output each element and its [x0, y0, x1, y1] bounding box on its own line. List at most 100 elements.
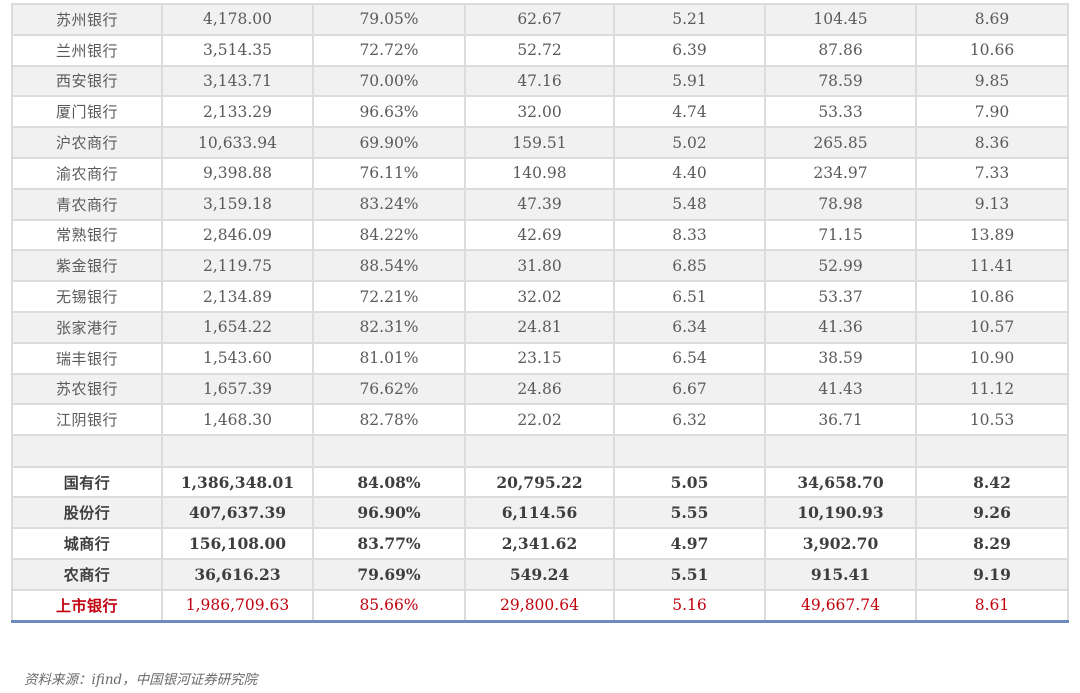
data-cell: 78.98 [764, 187, 917, 221]
data-cell: 6.39 [613, 33, 766, 67]
data-cell: 9.13 [915, 187, 1069, 221]
bank-name-cell: 常熟银行 [11, 218, 163, 252]
data-cell: 9,398.88 [161, 156, 314, 190]
table-row: 苏农银行 1,657.39 76.62% 24.86 6.67 41.43 11… [11, 372, 1069, 406]
data-cell: 13.89 [915, 218, 1069, 252]
data-cell: 5.16 [613, 588, 766, 623]
data-cell: 104.45 [764, 3, 917, 36]
total-row: 上市银行 1,986,709.63 85.66% 29,800.64 5.16 … [11, 588, 1069, 623]
data-cell: 407,637.39 [161, 496, 314, 530]
data-cell: 156,108.00 [161, 527, 314, 561]
data-cell: 36.71 [764, 403, 917, 437]
bank-name-cell: 青农商行 [11, 187, 163, 221]
data-cell: 84.22% [312, 218, 466, 252]
empty-cell [11, 434, 163, 468]
data-cell: 8.42 [915, 465, 1069, 499]
empty-cell [915, 434, 1069, 468]
data-cell: 24.86 [464, 372, 615, 406]
data-cell: 6.32 [613, 403, 766, 437]
data-cell: 2,846.09 [161, 218, 314, 252]
bank-name-cell: 瑞丰银行 [11, 341, 163, 375]
data-cell: 4.74 [613, 95, 766, 129]
data-cell: 10.53 [915, 403, 1069, 437]
bank-data-table: 苏州银行 4,178.00 79.05% 62.67 5.21 104.45 8… [11, 3, 1069, 623]
data-cell: 70.00% [312, 64, 466, 98]
table-row: 青农商行 3,159.18 83.24% 47.39 5.48 78.98 9.… [11, 187, 1069, 221]
data-cell: 29,800.64 [464, 588, 615, 623]
data-cell: 34,658.70 [764, 465, 917, 499]
table-row: 沪农商行 10,633.94 69.90% 159.51 5.02 265.85… [11, 126, 1069, 159]
data-cell: 915.41 [764, 558, 917, 591]
data-cell: 83.24% [312, 187, 466, 221]
total-name-cell: 上市银行 [11, 588, 163, 623]
empty-cell [613, 434, 766, 468]
data-cell: 71.15 [764, 218, 917, 252]
data-cell: 1,654.22 [161, 310, 314, 344]
data-cell: 4,178.00 [161, 3, 314, 36]
data-cell: 5.48 [613, 187, 766, 221]
data-cell: 2,119.75 [161, 249, 314, 283]
table-row: 渝农商行 9,398.88 76.11% 140.98 4.40 234.97 … [11, 156, 1069, 190]
data-cell: 79.69% [312, 558, 466, 591]
data-cell: 8.33 [613, 218, 766, 252]
data-cell: 8.36 [915, 126, 1069, 159]
data-cell: 41.36 [764, 310, 917, 344]
data-cell: 9.26 [915, 496, 1069, 530]
data-cell: 87.86 [764, 33, 917, 67]
bank-name-cell: 厦门银行 [11, 95, 163, 129]
summary-row: 国有行 1,386,348.01 84.08% 20,795.22 5.05 3… [11, 465, 1069, 499]
data-cell: 38.59 [764, 341, 917, 375]
data-cell: 1,657.39 [161, 372, 314, 406]
data-cell: 7.90 [915, 95, 1069, 129]
table-row: 厦门银行 2,133.29 96.63% 32.00 4.74 53.33 7.… [11, 95, 1069, 129]
empty-cell [764, 434, 917, 468]
data-cell: 32.00 [464, 95, 615, 129]
data-cell: 52.72 [464, 33, 615, 67]
data-cell: 32.02 [464, 280, 615, 313]
bank-name-cell: 苏农银行 [11, 372, 163, 406]
data-cell: 82.31% [312, 310, 466, 344]
bank-name-cell: 沪农商行 [11, 126, 163, 159]
data-cell: 81.01% [312, 341, 466, 375]
data-cell: 62.67 [464, 3, 615, 36]
bank-name-cell: 江阴银行 [11, 403, 163, 437]
data-cell: 5.02 [613, 126, 766, 159]
data-cell: 53.37 [764, 280, 917, 313]
data-cell: 5.05 [613, 465, 766, 499]
bank-name-cell: 渝农商行 [11, 156, 163, 190]
category-name-cell: 国有行 [11, 465, 163, 499]
data-cell: 78.59 [764, 64, 917, 98]
empty-cell [464, 434, 615, 468]
data-cell: 24.81 [464, 310, 615, 344]
data-cell: 96.63% [312, 95, 466, 129]
table-row: 兰州银行 3,514.35 72.72% 52.72 6.39 87.86 10… [11, 33, 1069, 67]
bank-name-cell: 张家港行 [11, 310, 163, 344]
blank-separator-row [11, 434, 1069, 468]
data-cell: 1,386,348.01 [161, 465, 314, 499]
data-cell: 20,795.22 [464, 465, 615, 499]
data-cell: 22.02 [464, 403, 615, 437]
bank-name-cell: 苏州银行 [11, 3, 163, 36]
source-note: 资料来源：ifind，中国银河证券研究院 [24, 672, 258, 688]
data-cell: 49,667.74 [764, 588, 917, 623]
data-cell: 10.90 [915, 341, 1069, 375]
empty-cell [161, 434, 314, 468]
category-name-cell: 农商行 [11, 558, 163, 591]
data-cell: 23.15 [464, 341, 615, 375]
data-cell: 8.69 [915, 3, 1069, 36]
table-row: 西安银行 3,143.71 70.00% 47.16 5.91 78.59 9.… [11, 64, 1069, 98]
bank-name-cell: 西安银行 [11, 64, 163, 98]
data-cell: 79.05% [312, 3, 466, 36]
data-cell: 72.72% [312, 33, 466, 67]
data-cell: 47.16 [464, 64, 615, 98]
data-cell: 549.24 [464, 558, 615, 591]
data-cell: 140.98 [464, 156, 615, 190]
data-cell: 6.85 [613, 249, 766, 283]
data-cell: 2,133.29 [161, 95, 314, 129]
data-cell: 10.86 [915, 280, 1069, 313]
summary-row: 城商行 156,108.00 83.77% 2,341.62 4.97 3,90… [11, 527, 1069, 561]
data-cell: 82.78% [312, 403, 466, 437]
table-row: 常熟银行 2,846.09 84.22% 42.69 8.33 71.15 13… [11, 218, 1069, 252]
data-cell: 1,986,709.63 [161, 588, 314, 623]
summary-row: 农商行 36,616.23 79.69% 549.24 5.51 915.41 … [11, 558, 1069, 591]
